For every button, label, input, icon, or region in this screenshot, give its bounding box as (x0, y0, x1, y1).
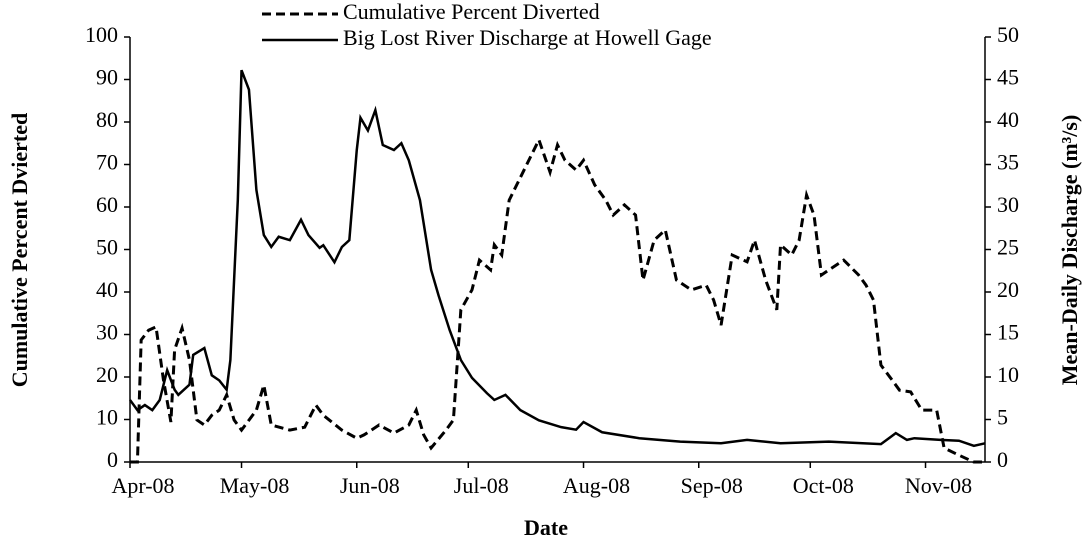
series-line (128, 69, 986, 448)
x-tick-label: Jun-08 (340, 473, 400, 498)
y-tick-label: 10 (96, 405, 118, 430)
x-tick-label: Sep-08 (681, 473, 743, 498)
y-tick-label: 0 (107, 447, 118, 472)
x-tick-label: Apr-08 (111, 473, 174, 498)
legend-label: Cumulative Percent Diverted (343, 0, 600, 24)
y-tick-label: 20 (96, 362, 118, 387)
y2-tick-label: 50 (997, 22, 1019, 47)
y-tick-label: 50 (96, 235, 118, 260)
y2-tick-label: 5 (997, 405, 1008, 430)
y2-tick-label: 45 (997, 65, 1019, 90)
y2-tick-label: 30 (997, 192, 1019, 217)
y2-axis-title: Mean-Daily Discharge (m³/s) (1057, 115, 1082, 386)
y-tick-label: 70 (96, 150, 118, 175)
y2-tick-label: 15 (997, 320, 1019, 345)
series-line (130, 135, 985, 464)
x-tick-label: Aug-08 (563, 473, 630, 498)
y-tick-label: 60 (96, 192, 118, 217)
y2-tick-label: 0 (997, 447, 1008, 472)
x-tick-label: Oct-08 (793, 473, 854, 498)
y2-tick-label: 20 (997, 277, 1019, 302)
y2-tick-label: 40 (997, 107, 1019, 132)
legend-label: Big Lost River Discharge at Howell Gage (343, 25, 712, 50)
y-tick-label: 40 (96, 277, 118, 302)
y2-tick-label: 35 (997, 150, 1019, 175)
x-tick-label: May-08 (220, 473, 290, 498)
x-tick-label: Jul-08 (454, 473, 509, 498)
x-axis-title: Date (524, 515, 568, 540)
x-tick-label: Nov-08 (905, 473, 972, 498)
y-tick-label: 30 (96, 320, 118, 345)
y-tick-label: 90 (96, 65, 118, 90)
y2-tick-label: 25 (997, 235, 1019, 260)
y-axis-title: Cumulative Percent Dvierted (7, 113, 32, 388)
y2-tick-label: 10 (997, 362, 1019, 387)
y-tick-label: 80 (96, 107, 118, 132)
y-tick-label: 100 (85, 22, 118, 47)
